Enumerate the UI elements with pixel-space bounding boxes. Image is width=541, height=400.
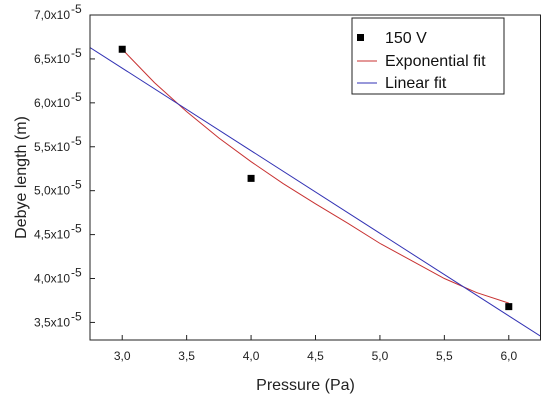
data-point xyxy=(505,303,513,311)
y-tick-label: 7,0x10 xyxy=(34,8,70,22)
x-axis-title: Pressure (Pa) xyxy=(256,377,355,394)
series-line-exponential-fit xyxy=(121,48,509,304)
y-tick-label: 4,0x10 xyxy=(34,272,70,286)
legend-label-exponential-fit: Exponential fit xyxy=(385,53,486,70)
y-tick-exponent: -5 xyxy=(71,178,82,192)
y-tick-label: 5,0x10 xyxy=(34,184,70,198)
x-tick-label: 3,0 xyxy=(114,349,131,363)
x-tick-label: 6,0 xyxy=(500,349,517,363)
legend-label-linear-fit: Linear fit xyxy=(385,75,447,92)
legend: 150 V Exponential fit Linear fit xyxy=(351,17,505,95)
x-tick-label: 4,0 xyxy=(243,349,260,363)
y-tick-exponent: -5 xyxy=(71,266,82,280)
x-tick-label: 5,5 xyxy=(436,349,453,363)
data-point xyxy=(247,174,255,182)
legend-marker-150v xyxy=(357,34,364,41)
x-tick-label: 4,5 xyxy=(307,349,324,363)
legend-box xyxy=(351,17,505,95)
y-tick-exponent: -5 xyxy=(71,2,82,16)
y-tick-label: 5,5x10 xyxy=(34,140,70,154)
y-tick-exponent: -5 xyxy=(71,309,82,323)
y-axis-title: Debye length (m) xyxy=(13,116,30,239)
x-tick-label: 5,0 xyxy=(372,349,389,363)
y-tick-exponent: -5 xyxy=(71,134,82,148)
ticks-layer: 3,0 3,5 4,0 4,5 5,0 5,5 6,03,5x10 -54,0x10 -54,5… xyxy=(34,2,517,363)
y-tick-label: 4,5x10 xyxy=(34,228,70,242)
y-tick-exponent: -5 xyxy=(71,222,82,236)
y-tick-label: 6,5x10 xyxy=(34,52,70,66)
series-line-linear-fit xyxy=(90,47,541,337)
y-tick-exponent: -5 xyxy=(71,90,82,104)
y-tick-label: 6,0x10 xyxy=(34,96,70,110)
x-tick-label: 3,5 xyxy=(178,349,195,363)
data-point xyxy=(118,45,126,53)
series-layer xyxy=(90,45,541,337)
y-tick-exponent: -5 xyxy=(71,46,82,60)
y-tick-label: 3,5x10 xyxy=(34,315,70,329)
legend-label-150v: 150 V xyxy=(385,30,427,47)
